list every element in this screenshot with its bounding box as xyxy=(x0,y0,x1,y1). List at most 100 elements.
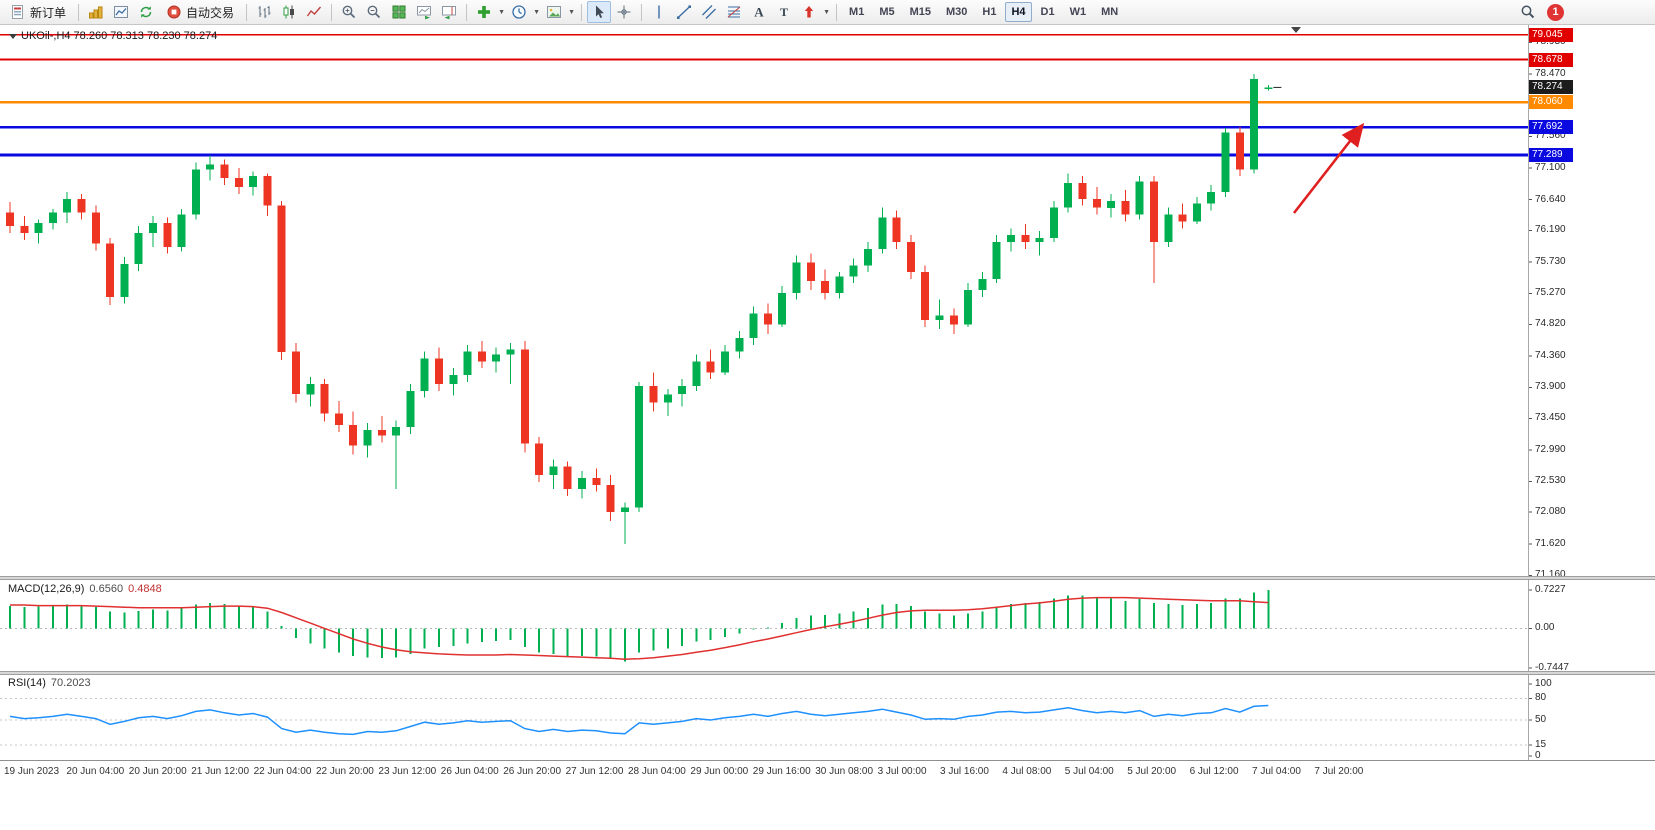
text-icon: A xyxy=(754,5,764,20)
time-axis-label: 5 Jul 20:00 xyxy=(1127,766,1177,777)
indicators-dropdown-caret[interactable]: ▼ xyxy=(498,8,505,16)
indicators-icon xyxy=(478,6,491,18)
periods-dropdown-caret[interactable]: ▼ xyxy=(533,8,540,16)
macd-name: MACD(12,26,9) xyxy=(8,583,85,595)
text-label-icon: T xyxy=(780,5,788,19)
cursor-button[interactable] xyxy=(587,1,612,23)
price-tag-77.289: 77.289 xyxy=(1529,147,1573,162)
new-order-label: 新订单 xyxy=(30,5,67,20)
price-scale[interactable]: 78.93078.47078.01077.56077.10076.64076.1… xyxy=(1528,0,1655,761)
periods-button[interactable] xyxy=(507,1,531,23)
arrows-button[interactable] xyxy=(797,1,821,23)
rsi-value: 70.2023 xyxy=(50,677,91,689)
time-axis-label: 4 Jul 08:00 xyxy=(1002,766,1052,777)
zoom-out-button[interactable] xyxy=(362,1,386,23)
refresh-button[interactable] xyxy=(134,1,158,23)
timeframe-h1[interactable]: H1 xyxy=(982,6,997,18)
panel-splitter[interactable] xyxy=(0,576,1655,580)
toolbar-separator xyxy=(331,3,333,21)
auto-scroll-icon xyxy=(417,6,432,20)
chart-shift-marker-icon[interactable] xyxy=(1291,27,1301,33)
chart-shift-icon xyxy=(442,6,457,20)
rsi-name: RSI(14) xyxy=(8,677,46,689)
vertical-line-button[interactable] xyxy=(647,1,671,23)
macd-signal-line xyxy=(10,596,1269,660)
templates-dropdown-caret[interactable]: ▼ xyxy=(568,8,575,16)
scale-tick-label: 15 xyxy=(1535,739,1547,751)
arrows-icon xyxy=(804,6,814,18)
scale-tick-label: 100 xyxy=(1535,678,1552,689)
tile-windows-button[interactable] xyxy=(387,1,411,23)
symbol-marker-icon xyxy=(9,33,17,39)
scale-tick-label: 76.640 xyxy=(1535,193,1566,205)
zoom-in-icon xyxy=(342,5,356,19)
channel-icon xyxy=(702,5,716,19)
chart-shift-button[interactable] xyxy=(437,1,461,23)
scale-tick-label: 77.560 xyxy=(1535,130,1566,142)
notification-badge[interactable]: 1 xyxy=(1547,3,1564,21)
price-tag-78.060: 78.060 xyxy=(1529,95,1573,110)
timeframe-mn[interactable]: MN xyxy=(1101,6,1119,18)
indicators-button[interactable] xyxy=(472,1,496,23)
crosshair-button[interactable] xyxy=(612,1,636,23)
candlestick-chart-button[interactable] xyxy=(277,1,301,23)
price-scale-border xyxy=(1528,25,1529,760)
bar-chart-icon xyxy=(258,6,271,18)
toolbar: 新订单 自动交易 ▼ xyxy=(0,0,1655,25)
templates-button[interactable] xyxy=(542,1,566,23)
trendline-button[interactable] xyxy=(672,1,696,23)
crosshair-icon xyxy=(617,5,631,19)
quotes-icon xyxy=(89,6,103,19)
time-axis-label: 21 Jun 12:00 xyxy=(191,766,250,777)
charts-button[interactable] xyxy=(109,1,133,23)
text-label-button[interactable]: T xyxy=(772,1,796,23)
macd-histogram xyxy=(9,590,1270,662)
timeframe-m5[interactable]: M5 xyxy=(879,6,895,18)
new-order-button[interactable]: 新订单 xyxy=(3,1,73,23)
panel-splitter[interactable] xyxy=(0,671,1655,675)
price-tag-78.274: 78.274 xyxy=(1529,80,1573,95)
toolbar-separator xyxy=(641,3,643,21)
scale-tick-label: 73.450 xyxy=(1535,412,1566,424)
arrows-dropdown-caret[interactable]: ▼ xyxy=(823,8,830,16)
time-axis-label: 20 Jun 04:00 xyxy=(66,766,125,777)
fibonacci-button[interactable] xyxy=(722,1,746,23)
scale-tick-label: 50 xyxy=(1535,714,1547,725)
scale-tick-label: 0.00 xyxy=(1535,622,1555,634)
scale-tick-label: 75.270 xyxy=(1535,287,1566,299)
timeframe-m1[interactable]: M1 xyxy=(849,6,865,18)
zoom-in-button[interactable] xyxy=(337,1,361,23)
auto-scroll-button[interactable] xyxy=(412,1,436,23)
scale-tick-label: 80 xyxy=(1535,692,1547,704)
time-axis-label: 27 Jun 12:00 xyxy=(565,766,624,777)
time-axis-label: 6 Jul 12:00 xyxy=(1189,766,1239,777)
vertical-line-icon xyxy=(658,5,660,19)
svg-text:A: A xyxy=(754,5,764,20)
candlestick-chart-icon xyxy=(283,5,295,19)
bar-chart-button[interactable] xyxy=(252,1,276,23)
timeframe-m15[interactable]: M15 xyxy=(909,6,931,18)
periods-icon xyxy=(512,5,526,19)
timeframe-d1[interactable]: D1 xyxy=(1040,6,1055,18)
channel-button[interactable] xyxy=(697,1,721,23)
time-axis[interactable]: 19 Jun 2023 20 Jun 04:00 20 Jun 20:00 21 Ju… xyxy=(0,761,1655,784)
timeframe-h4[interactable]: H4 xyxy=(1005,2,1032,22)
charts-icon xyxy=(114,6,129,18)
search-button[interactable] xyxy=(1516,1,1540,23)
time-axis-label: 23 Jun 12:00 xyxy=(378,766,437,777)
zoom-out-icon xyxy=(367,5,381,19)
text-button[interactable]: A xyxy=(747,1,771,23)
autotrading-button[interactable]: 自动交易 xyxy=(159,1,241,23)
trend-arrow-annotation[interactable] xyxy=(1292,122,1365,214)
quotes-button[interactable] xyxy=(84,1,108,23)
chart-symbol-label: UKOil-,H4 78.260 78.313 78.230 78.274 xyxy=(9,30,217,42)
timeframe-m30[interactable]: M30 xyxy=(946,6,968,18)
scale-tick-label: 73.900 xyxy=(1535,381,1566,393)
scale-tick-label: 72.990 xyxy=(1535,443,1566,455)
fibonacci-icon xyxy=(727,6,741,18)
line-chart-button[interactable] xyxy=(302,1,326,23)
macd-indicator-label: MACD(12,26,9) 0.6560 0.4848 xyxy=(8,583,162,595)
timeframe-w1[interactable]: W1 xyxy=(1069,6,1087,18)
time-axis-label: 28 Jun 04:00 xyxy=(628,766,686,777)
